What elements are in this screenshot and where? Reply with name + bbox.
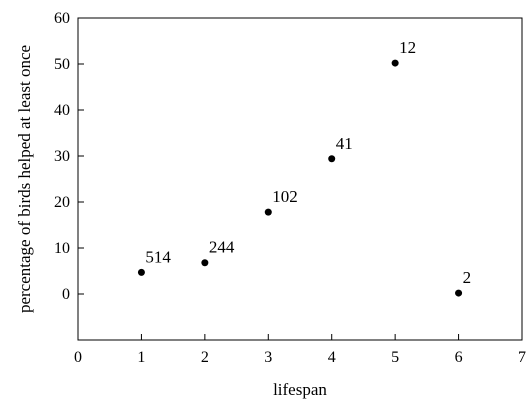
data-point bbox=[391, 59, 399, 67]
data-point bbox=[328, 155, 336, 163]
data-label: 102 bbox=[272, 187, 298, 206]
x-tick-label: 5 bbox=[391, 349, 399, 366]
y-tick-label: 40 bbox=[54, 102, 70, 119]
y-tick-label: 30 bbox=[54, 148, 70, 165]
x-tick-label: 4 bbox=[328, 349, 336, 366]
data-point bbox=[137, 268, 145, 276]
data-label: 244 bbox=[209, 238, 235, 257]
y-tick-label: 20 bbox=[54, 194, 70, 211]
x-tick-label: 7 bbox=[518, 349, 526, 366]
data-label: 2 bbox=[463, 268, 472, 287]
x-axis-label: lifespan bbox=[273, 380, 327, 399]
x-tick-label: 2 bbox=[201, 349, 209, 366]
data-label: 514 bbox=[145, 247, 171, 266]
data-point bbox=[201, 259, 209, 267]
x-tick-label: 3 bbox=[264, 349, 272, 366]
x-axis-ticks: 0 1 2 3 4 5 6 7 bbox=[74, 334, 526, 366]
data-point bbox=[264, 208, 272, 216]
data-label: 41 bbox=[336, 134, 353, 153]
y-tick-label: 60 bbox=[54, 10, 70, 27]
data-label: 12 bbox=[399, 38, 416, 57]
data-points: 514 244 102 41 12 2 bbox=[137, 38, 472, 297]
y-tick-label: 0 bbox=[62, 286, 70, 303]
y-axis-label: percentage of birds helped at least once bbox=[15, 45, 34, 313]
data-point bbox=[455, 289, 463, 297]
x-tick-label: 1 bbox=[137, 349, 145, 366]
y-axis-ticks: 0 10 20 30 40 50 60 bbox=[54, 10, 84, 303]
x-tick-label: 6 bbox=[455, 349, 463, 366]
y-tick-label: 50 bbox=[54, 56, 70, 73]
x-tick-label: 0 bbox=[74, 349, 82, 366]
plot-frame bbox=[77, 17, 523, 341]
y-tick-label: 10 bbox=[54, 240, 70, 257]
